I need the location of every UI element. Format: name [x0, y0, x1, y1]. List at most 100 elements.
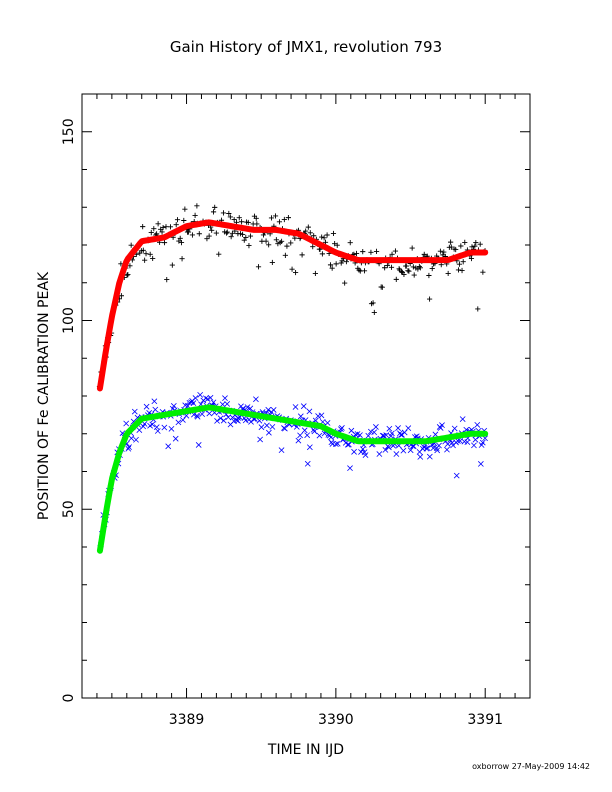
- cross-marker: [301, 427, 308, 434]
- plus-marker: [319, 234, 325, 240]
- plus-marker: [370, 300, 376, 306]
- plus-marker: [246, 242, 252, 249]
- chart-title: Gain History of JMX1, revolution 793: [170, 38, 442, 56]
- plus-marker: [421, 251, 427, 257]
- plus-marker: [327, 262, 334, 268]
- cross-marker: [479, 439, 486, 446]
- plus-marker: [393, 276, 399, 282]
- plus-marker: [448, 244, 454, 250]
- cross-marker: [258, 424, 265, 431]
- cross-marker: [451, 425, 458, 432]
- plus-marker: [151, 226, 157, 232]
- plus-marker: [179, 256, 185, 262]
- plus-marker: [147, 251, 153, 257]
- cross-marker: [389, 430, 395, 437]
- cross-marker: [362, 452, 369, 458]
- plus-marker: [140, 247, 146, 253]
- plus-marker: [321, 235, 327, 241]
- cross-marker: [292, 404, 299, 410]
- cross-marker: [257, 436, 264, 443]
- plus-marker: [462, 239, 468, 246]
- cross-marker: [219, 401, 226, 408]
- cross-marker: [437, 425, 444, 431]
- cross-marker: [242, 417, 249, 424]
- y-tick-label: 100: [61, 307, 77, 334]
- plus-marker: [319, 251, 325, 257]
- cross-marker: [222, 395, 228, 402]
- plus-marker: [329, 265, 335, 271]
- plus-marker: [445, 270, 451, 277]
- plus-marker: [437, 248, 444, 254]
- plus-marker: [353, 250, 360, 257]
- cross-marker: [316, 432, 323, 439]
- cross-marker: [474, 421, 481, 428]
- plus-marker: [342, 280, 348, 286]
- plus-marker: [273, 237, 279, 243]
- cross-marker: [328, 439, 335, 446]
- plus-marker: [409, 245, 415, 251]
- plus-marker: [194, 203, 200, 209]
- plus-marker: [169, 262, 175, 268]
- cross-marker: [133, 436, 139, 443]
- y-axis-label: POSITION OF Fe CALIBRATION PEAK: [36, 271, 52, 520]
- plus-marker: [384, 262, 390, 269]
- cross-marker: [161, 424, 168, 431]
- plus-marker: [140, 224, 146, 230]
- cross-marker: [424, 445, 431, 452]
- plus-marker: [310, 244, 316, 250]
- plus-marker: [268, 215, 275, 221]
- cross-marker: [393, 451, 400, 457]
- plus-marker: [311, 233, 317, 239]
- plus-marker: [417, 265, 423, 271]
- plus-marker: [406, 268, 412, 274]
- cross-marker: [195, 442, 202, 448]
- green-fit-line: [96, 404, 489, 554]
- plus-marker: [212, 204, 218, 210]
- cross-marker: [264, 422, 270, 429]
- plus-marker: [459, 267, 465, 274]
- plus-marker: [196, 231, 202, 237]
- x-tick-label: 3390: [318, 712, 354, 728]
- cross-marker: [444, 446, 450, 453]
- cross-marker: [439, 422, 445, 429]
- cross-marker: [235, 415, 242, 421]
- cross-marker: [334, 440, 341, 447]
- cross-marker: [371, 429, 378, 436]
- cross-marker: [401, 429, 408, 436]
- plus-marker: [155, 221, 161, 227]
- cross-marker: [199, 411, 206, 418]
- plus-marker: [307, 230, 313, 236]
- plus-marker: [236, 215, 242, 221]
- red-fit-line: [96, 219, 489, 392]
- plot-area: 3389 3390 3391 0 50 100 150: [61, 93, 531, 728]
- cross-marker: [180, 417, 186, 423]
- plus-marker: [118, 293, 124, 299]
- cross-marker: [265, 406, 272, 413]
- plus-marker: [429, 265, 435, 272]
- cross-marker: [126, 444, 132, 451]
- cross-marker: [152, 406, 159, 413]
- plus-marker: [398, 268, 405, 275]
- plus-marker: [456, 261, 463, 267]
- cross-marker: [192, 395, 199, 401]
- cross-marker: [295, 437, 302, 444]
- plus-marker: [410, 264, 416, 270]
- plus-marker: [227, 214, 233, 220]
- plus-marker: [475, 306, 481, 312]
- plus-marker: [426, 296, 433, 302]
- cross-marker: [220, 417, 227, 424]
- plus-marker: [292, 235, 298, 241]
- cross-marker: [269, 423, 276, 430]
- plot-frame: [81, 93, 531, 699]
- plus-marker: [243, 234, 249, 241]
- cross-marker: [141, 421, 148, 427]
- plus-marker: [127, 263, 133, 269]
- y-tick-label: 50: [61, 500, 77, 518]
- cross-marker: [151, 398, 158, 405]
- plus-marker: [480, 269, 486, 275]
- plus-marker: [288, 240, 294, 246]
- plus-marker: [455, 267, 462, 273]
- cross-marker: [376, 451, 383, 457]
- cross-marker: [373, 424, 379, 430]
- cross-marker: [351, 448, 357, 455]
